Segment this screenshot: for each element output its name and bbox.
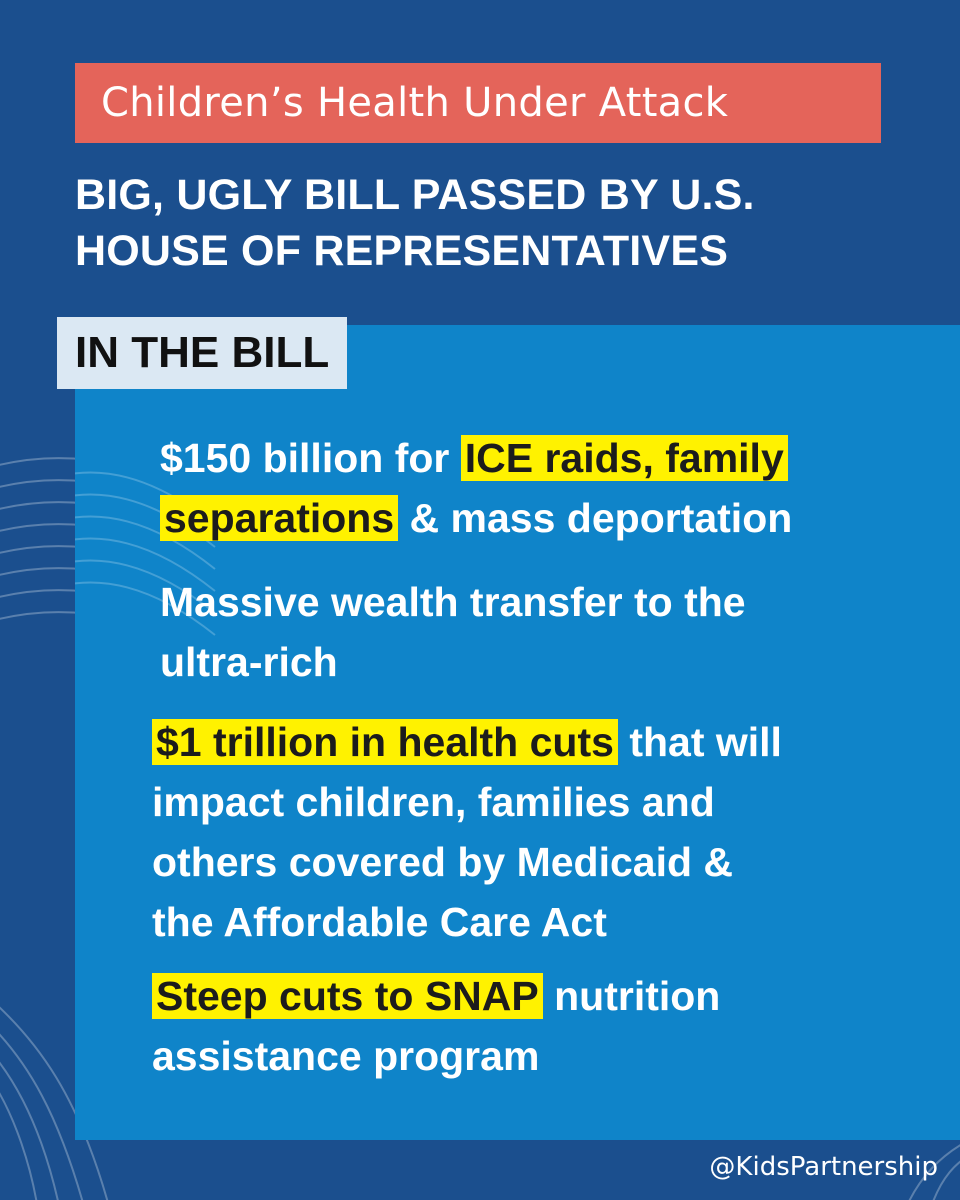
panel-wave-lines [75, 471, 216, 636]
highlighted-text: separations [160, 495, 399, 541]
bill-item-line: the Affordable Care Act [152, 899, 607, 945]
bill-item-line: Steep cuts to SNAP nutrition [152, 966, 720, 1026]
page-title: Children’s Health Under Attack [101, 80, 729, 126]
bill-item-snap-cuts: Steep cuts to SNAP nutrition assistance … [152, 966, 720, 1086]
section-label: IN THE BILL [57, 317, 348, 389]
bill-item-line: ultra-rich [160, 639, 338, 685]
social-handle: @KidsPartnership [709, 1152, 938, 1182]
bill-item-line: impact children, families and [152, 779, 715, 825]
item-text: $150 billion for [160, 435, 461, 481]
highlighted-text: Steep cuts to SNAP [152, 973, 543, 1019]
headline-line-2: HOUSE OF REPRESENTATIVES [75, 227, 729, 275]
bill-item-line: separations & mass deportation [160, 488, 792, 548]
bill-item-line: others covered by Medicaid & [152, 839, 734, 885]
highlighted-text: $1 trillion in health cuts [152, 719, 618, 765]
headline-line-1: BIG, UGLY BILL PASSED BY U.S. [75, 171, 755, 219]
bill-item-line: $150 billion for ICE raids, family [160, 428, 792, 488]
headline: BIG, UGLY BILL PASSED BY U.S. HOUSE OF R… [75, 167, 895, 279]
item-text: that will [617, 719, 782, 765]
item-text: & mass deportation [398, 495, 793, 541]
title-banner: Children’s Health Under Attack [75, 63, 881, 143]
bill-item-line: assistance program [152, 1033, 540, 1079]
bill-item-wealth-transfer: Massive wealth transfer to the ultra-ric… [160, 572, 746, 692]
bill-item-line: Massive wealth transfer to the [160, 579, 746, 625]
section-label-text: IN THE BILL [75, 328, 330, 377]
bill-item-line: $1 trillion in health cuts that will [152, 712, 782, 772]
highlighted-text: ICE raids, family [460, 435, 788, 481]
bill-item-ice-funding: $150 billion for ICE raids, family separ… [160, 428, 792, 548]
item-text: nutrition [542, 973, 721, 1019]
bill-item-health-cuts: $1 trillion in health cuts that will imp… [152, 712, 782, 952]
